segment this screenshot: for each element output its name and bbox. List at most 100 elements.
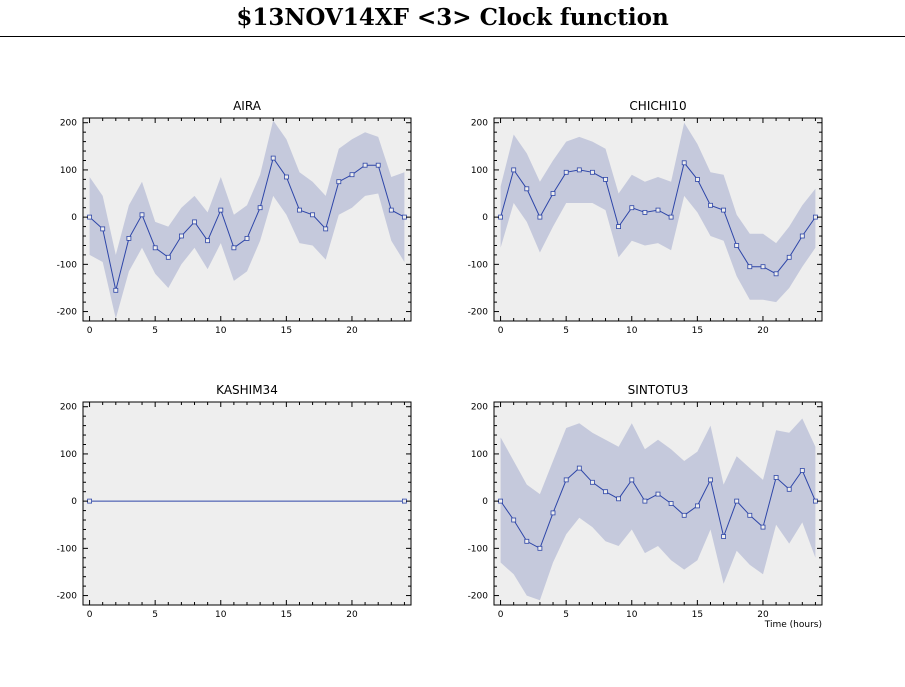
data-point [498, 214, 504, 220]
x-tick-label: 15 [281, 610, 292, 620]
data-point [563, 477, 569, 483]
data-point [786, 486, 792, 492]
data-point [655, 207, 661, 213]
y-tick-label: -200 [468, 592, 489, 602]
y-tick-label: -200 [57, 592, 78, 602]
y-tick-label: 200 [60, 119, 77, 129]
data-point [205, 238, 211, 244]
data-point [537, 214, 543, 220]
chart-title: CHICHI10 [629, 99, 686, 113]
data-point [192, 219, 197, 225]
y-tick-label: -100 [468, 544, 489, 554]
data-point [87, 498, 92, 504]
page-title: $13NOV14XF <3> Clock function [236, 4, 669, 31]
y-tick-label: -100 [57, 544, 78, 554]
data-point [126, 235, 132, 241]
data-point [537, 545, 543, 551]
x-tick-label: 20 [757, 326, 769, 336]
data-point [629, 477, 635, 483]
x-tick-label: 15 [692, 326, 703, 336]
data-point [773, 475, 779, 480]
x-tick-label: 10 [626, 326, 638, 336]
x-tick-label: 5 [563, 326, 569, 336]
y-tick-label: 200 [60, 403, 77, 413]
data-point [734, 498, 740, 504]
data-point [550, 191, 556, 196]
data-point [799, 468, 805, 473]
data-point [760, 524, 766, 530]
data-point [590, 169, 595, 175]
data-point [178, 233, 184, 239]
data-point [747, 264, 753, 270]
data-point [721, 207, 726, 213]
x-tick-label: 10 [215, 326, 227, 336]
data-point [349, 172, 355, 178]
data-point [336, 179, 342, 185]
data-point [813, 498, 818, 504]
data-point [270, 155, 276, 161]
data-point [576, 167, 582, 173]
data-point [113, 287, 119, 293]
data-point [655, 491, 661, 497]
y-tick-label: -200 [57, 308, 78, 318]
y-tick-label: 0 [482, 213, 488, 223]
data-point [642, 498, 648, 504]
x-axis-label: Time (hours) [764, 620, 822, 630]
data-point [616, 224, 621, 230]
data-point [734, 243, 740, 248]
x-tick-label: 5 [152, 326, 158, 336]
y-tick-label: -100 [468, 260, 489, 270]
data-point [388, 207, 394, 213]
uncertainty-band [89, 120, 405, 319]
data-point [799, 233, 805, 239]
data-point [629, 205, 635, 211]
data-point [139, 212, 145, 218]
data-point [773, 271, 779, 277]
data-point [695, 503, 700, 509]
chart-panel: 0 5 10 15 20 -200 -100 0 100 200 AIRA [57, 99, 412, 336]
x-tick-label: 20 [757, 610, 769, 620]
data-point [100, 226, 106, 232]
y-tick-label: 200 [471, 403, 488, 413]
x-tick-label: 0 [87, 610, 93, 620]
data-point [786, 254, 792, 260]
x-tick-label: 15 [281, 326, 292, 336]
chart-panel: 0 5 10 15 20 -200 -100 0 100 200 SINTOTU3 Time (hou… [468, 383, 823, 630]
data-point [721, 534, 726, 539]
data-point [498, 498, 504, 504]
data-point [87, 214, 92, 220]
x-tick-label: 5 [152, 610, 158, 620]
chart-title: SINTOTU3 [628, 383, 689, 397]
data-point [708, 477, 713, 483]
x-tick-label: 20 [346, 610, 358, 620]
data-point [668, 214, 674, 220]
data-point [563, 169, 569, 175]
data-point [668, 501, 674, 506]
data-point [297, 207, 302, 213]
data-point [244, 235, 250, 241]
data-point [576, 465, 582, 471]
x-tick-label: 10 [215, 610, 227, 620]
data-point [511, 517, 517, 523]
data-point [708, 202, 713, 208]
y-tick-label: -200 [468, 308, 489, 318]
data-point [375, 162, 381, 168]
data-point [813, 214, 818, 220]
data-point [550, 510, 556, 516]
data-point [681, 160, 687, 166]
data-point [695, 176, 700, 182]
y-tick-label: 100 [60, 166, 77, 176]
data-point [165, 254, 171, 260]
data-point [401, 498, 407, 504]
data-point [747, 512, 753, 518]
data-point [310, 212, 316, 218]
data-point [231, 245, 237, 251]
x-tick-label: 15 [692, 610, 703, 620]
data-point [760, 264, 766, 270]
data-point [401, 214, 407, 220]
y-tick-label: -100 [57, 260, 78, 270]
title-divider [0, 36, 905, 37]
data-point [152, 245, 158, 251]
data-point [642, 209, 648, 215]
